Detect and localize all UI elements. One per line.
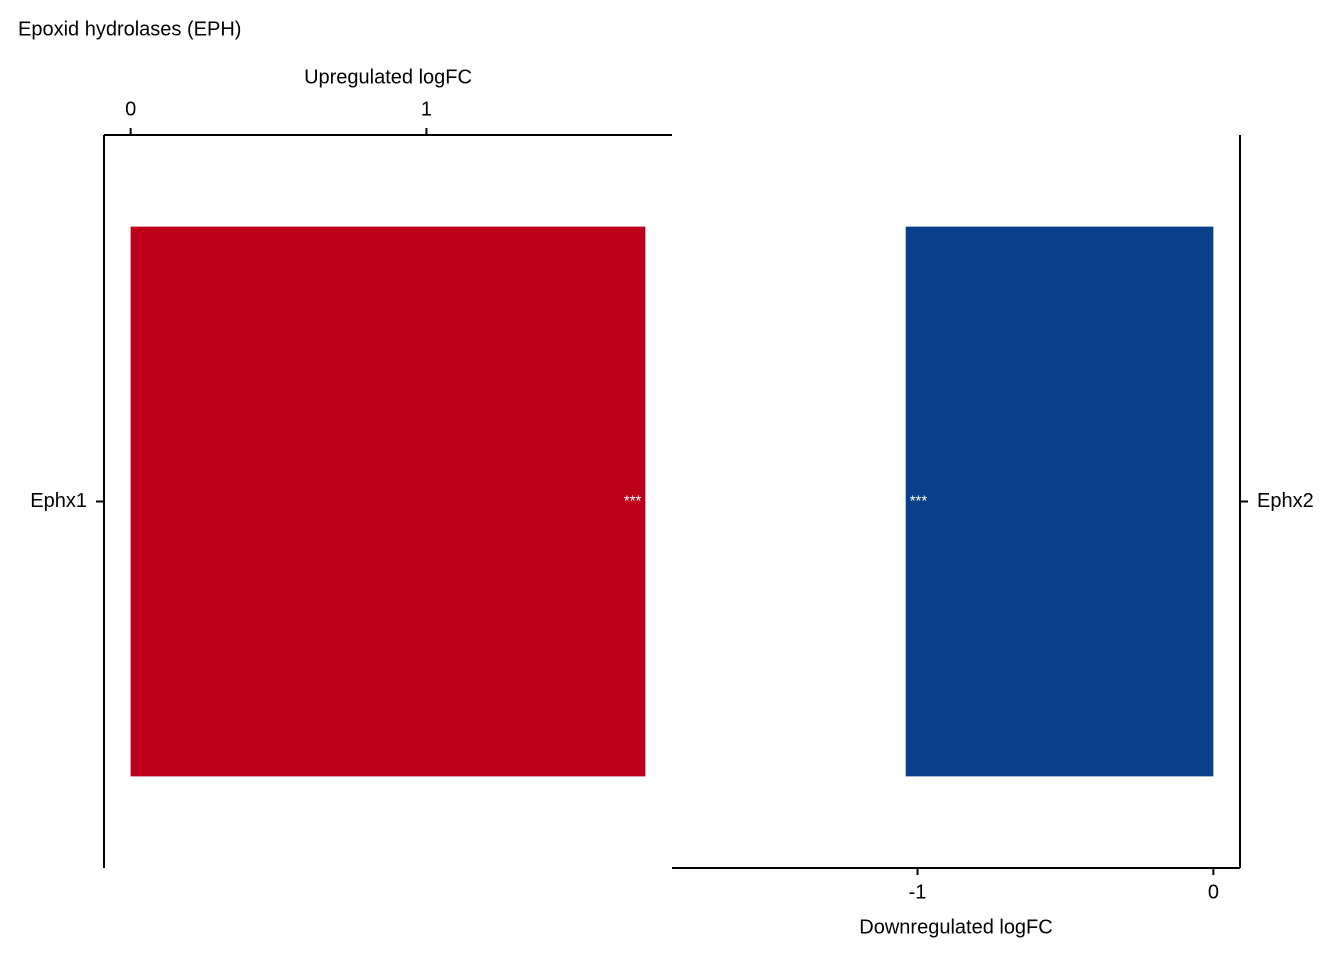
x-axis-label: Upregulated logFC <box>304 66 472 88</box>
significance-label: *** <box>624 492 642 509</box>
x-tick-label: -1 <box>909 881 927 903</box>
y-tick-label: Ephx2 <box>1257 490 1314 512</box>
bar <box>905 226 1214 777</box>
x-tick-label: 0 <box>125 98 136 120</box>
bar <box>130 226 646 777</box>
x-tick-label: 1 <box>421 98 432 120</box>
x-tick-label: 0 <box>1208 881 1219 903</box>
chart-title: Epoxid hydrolases (EPH) <box>18 18 241 40</box>
x-axis-label: Downregulated logFC <box>859 916 1052 938</box>
significance-label: *** <box>910 492 928 509</box>
y-tick-label: Ephx1 <box>30 490 87 512</box>
